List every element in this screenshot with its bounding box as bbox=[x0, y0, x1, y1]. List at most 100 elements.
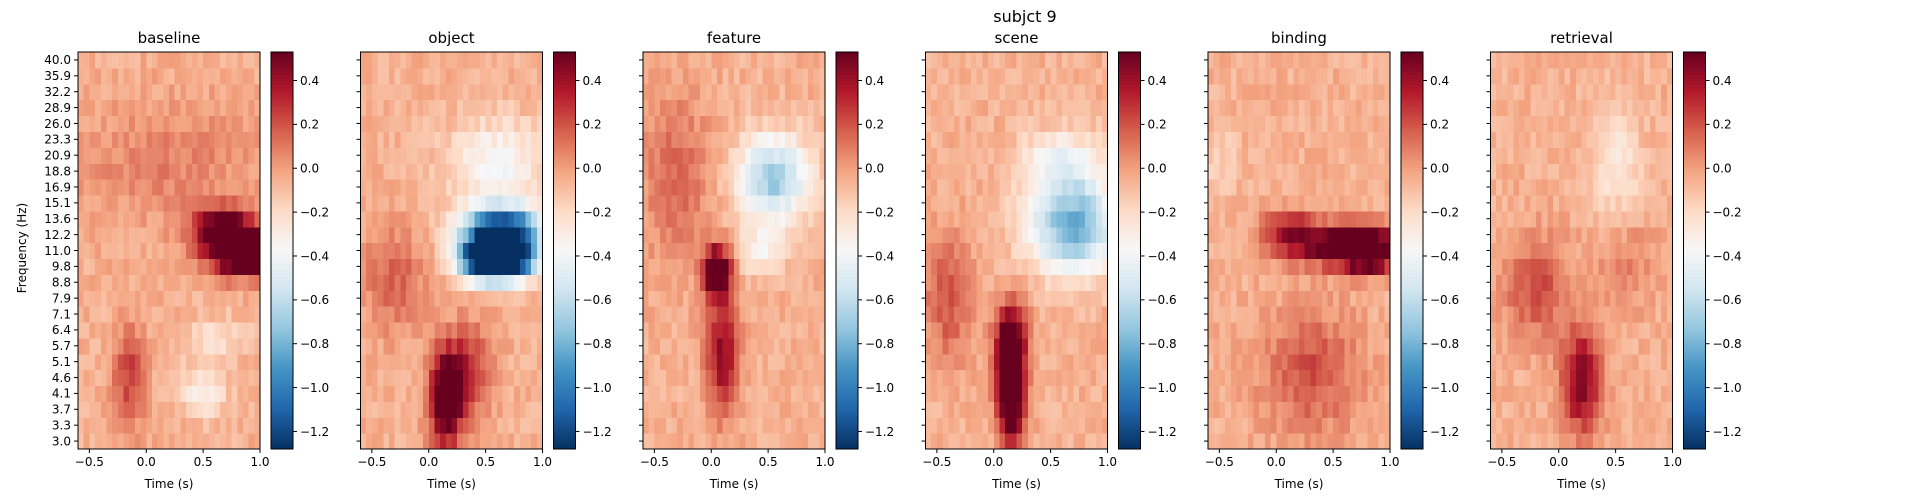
heatmap-cell bbox=[1661, 433, 1668, 450]
heatmap-cell bbox=[785, 306, 792, 323]
heatmap-cell bbox=[1264, 258, 1272, 275]
heatmap-cell bbox=[1044, 369, 1052, 387]
heatmap-cell bbox=[208, 290, 216, 307]
heatmap-cell bbox=[728, 226, 735, 244]
colorbar-segment bbox=[836, 164, 858, 169]
heatmap-cell bbox=[106, 99, 113, 117]
heatmap-cell bbox=[242, 258, 250, 275]
heatmap-cell bbox=[237, 353, 244, 371]
heatmap-cell bbox=[220, 115, 227, 132]
heatmap-cell bbox=[366, 369, 373, 387]
heatmap-cell bbox=[203, 337, 210, 355]
heatmap-cell bbox=[1247, 67, 1255, 85]
colorbar-segment bbox=[271, 58, 293, 63]
heatmap-cell bbox=[1079, 99, 1086, 117]
heatmap-cell bbox=[254, 83, 261, 101]
heatmap-cell bbox=[931, 337, 938, 355]
heatmap-cell bbox=[1027, 147, 1035, 164]
heatmap-cell bbox=[180, 131, 187, 148]
heatmap-cell bbox=[1333, 52, 1340, 69]
heatmap-cell bbox=[1361, 67, 1368, 85]
heatmap-cell bbox=[751, 131, 758, 148]
heatmap-cell bbox=[682, 321, 690, 339]
y-tick-label: 12.2 bbox=[44, 228, 71, 242]
heatmap-cell bbox=[745, 163, 752, 180]
heatmap-cell bbox=[366, 163, 373, 180]
heatmap-cell bbox=[807, 290, 815, 307]
heatmap-cell bbox=[1259, 337, 1266, 355]
heatmap-cell bbox=[434, 52, 441, 69]
heatmap-cell bbox=[485, 147, 492, 164]
heatmap-cell bbox=[1299, 115, 1306, 132]
heatmap-cell bbox=[1005, 242, 1012, 260]
heatmap-cell bbox=[112, 99, 119, 117]
heatmap-cell bbox=[400, 417, 407, 434]
heatmap-cell bbox=[1062, 306, 1069, 323]
heatmap-cell bbox=[428, 147, 436, 164]
heatmap-cell bbox=[100, 417, 108, 434]
colorbar-segment bbox=[1118, 339, 1141, 344]
colorbar-segment bbox=[1118, 432, 1141, 437]
heatmap-cell bbox=[971, 131, 978, 148]
heatmap-cell bbox=[180, 290, 187, 307]
heatmap-cell bbox=[936, 401, 944, 418]
heatmap-cell bbox=[514, 417, 521, 434]
heatmap-cell bbox=[785, 337, 792, 355]
heatmap-cell bbox=[734, 131, 741, 148]
heatmap-cell bbox=[722, 401, 729, 418]
heatmap-cell bbox=[953, 290, 961, 307]
heatmap-cell bbox=[971, 433, 978, 450]
heatmap-cell bbox=[993, 274, 1001, 291]
heatmap-cell bbox=[1010, 433, 1018, 450]
heatmap-cell bbox=[157, 369, 164, 387]
colorbar-segment bbox=[1118, 187, 1141, 192]
heatmap-cell bbox=[1350, 52, 1357, 69]
heatmap-cell bbox=[1242, 83, 1249, 101]
heatmap-cell bbox=[705, 369, 712, 387]
heatmap-cell bbox=[1096, 83, 1103, 101]
heatmap-cell bbox=[762, 353, 769, 371]
heatmap-cell bbox=[1016, 274, 1023, 291]
heatmap-cell bbox=[682, 433, 690, 450]
heatmap-cell bbox=[790, 321, 798, 339]
heatmap-cell bbox=[1236, 115, 1243, 132]
colorbar-segment bbox=[836, 200, 858, 205]
heatmap-cell bbox=[423, 99, 430, 117]
heatmap-cell bbox=[773, 163, 781, 180]
colorbar-segment bbox=[1401, 167, 1423, 172]
heatmap-cell bbox=[925, 369, 932, 387]
heatmap-cell bbox=[89, 147, 96, 164]
heatmap-cell bbox=[988, 353, 995, 371]
heatmap-cell bbox=[95, 369, 102, 387]
heatmap-cell bbox=[1344, 417, 1351, 434]
heatmap-cell bbox=[677, 115, 684, 132]
heatmap-cell bbox=[417, 337, 424, 355]
heatmap-cell bbox=[813, 163, 820, 180]
heatmap-cell bbox=[982, 353, 989, 371]
heatmap-cell bbox=[1384, 290, 1391, 307]
heatmap-cell bbox=[220, 194, 227, 212]
colorbar bbox=[1118, 52, 1141, 450]
heatmap-cell bbox=[1033, 337, 1040, 355]
colorbar-segment bbox=[836, 260, 858, 265]
colorbar-segment bbox=[553, 210, 576, 215]
heatmap-cell bbox=[462, 179, 470, 196]
heatmap-cell bbox=[1287, 147, 1294, 164]
colorbar-segment bbox=[271, 376, 293, 381]
heatmap-cell bbox=[643, 306, 650, 323]
heatmap-cell bbox=[485, 52, 492, 69]
colorbar-segment bbox=[1401, 362, 1423, 367]
heatmap-cell bbox=[514, 147, 521, 164]
heatmap-cell bbox=[1361, 83, 1368, 101]
heatmap-cell bbox=[360, 147, 367, 164]
heatmap-cell bbox=[497, 369, 504, 387]
heatmap-cell bbox=[491, 353, 498, 371]
heatmap-cell bbox=[705, 385, 712, 402]
heatmap-cell bbox=[428, 385, 436, 402]
heatmap-cell bbox=[1225, 433, 1232, 450]
heatmap-cell bbox=[1287, 226, 1294, 244]
heatmap-cell bbox=[1570, 433, 1577, 450]
heatmap-cell bbox=[1333, 194, 1340, 212]
heatmap-cell bbox=[665, 433, 673, 450]
heatmap-cell bbox=[377, 353, 384, 371]
